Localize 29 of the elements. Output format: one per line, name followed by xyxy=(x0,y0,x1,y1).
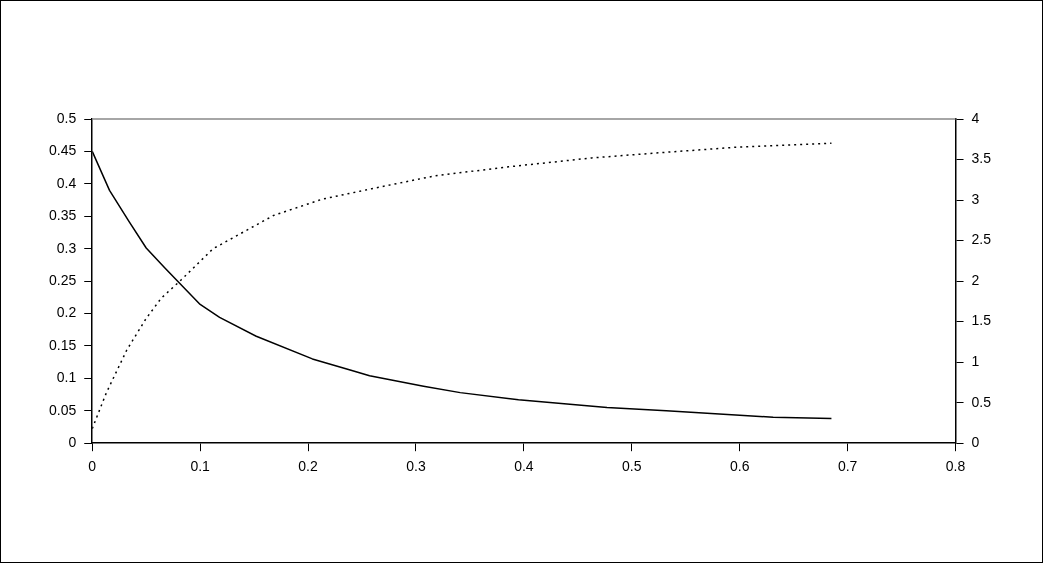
y-tick-label: 0.35 xyxy=(49,207,77,224)
y-tick-label: 0.3 xyxy=(56,239,77,256)
y2-tick-label: 0 xyxy=(971,434,980,451)
y2-tick-label: 2 xyxy=(971,271,980,288)
y2-tick-label: 3.5 xyxy=(971,150,992,167)
x-tick-label: 0.8 xyxy=(945,458,966,475)
y-tick-label: 0 xyxy=(68,434,77,451)
y2-tick-label: 1.5 xyxy=(971,312,992,329)
x-tick-label: 0.1 xyxy=(190,458,211,475)
x-tick-label: 0 xyxy=(88,458,97,475)
y2-tick-label: 0.5 xyxy=(971,393,992,410)
y2-tick-label: 1 xyxy=(971,353,980,370)
y-tick-label: 0.15 xyxy=(49,336,77,353)
y-tick-label: 0.1 xyxy=(56,369,77,386)
y-tick-label: 0.2 xyxy=(56,304,77,321)
y-tick-label: 0.25 xyxy=(49,271,77,288)
y-tick-label: 0.4 xyxy=(56,174,77,191)
y-tick-label: 0.5 xyxy=(56,109,77,126)
y-tick-label: 0.05 xyxy=(49,401,77,418)
x-tick-label: 0.7 xyxy=(837,458,858,475)
y-tick-label: 0.45 xyxy=(49,142,77,159)
y2-tick-label: 4 xyxy=(971,109,980,126)
x-tick-label: 0.5 xyxy=(622,458,642,475)
x-tick-label: 0.3 xyxy=(406,458,426,475)
y2-tick-label: 3 xyxy=(971,190,980,207)
x-tick-label: 0.4 xyxy=(514,458,534,475)
x-tick-label: 0.2 xyxy=(298,458,319,475)
x-tick-label: 0.6 xyxy=(729,458,750,475)
y2-tick-label: 2.5 xyxy=(971,231,992,248)
